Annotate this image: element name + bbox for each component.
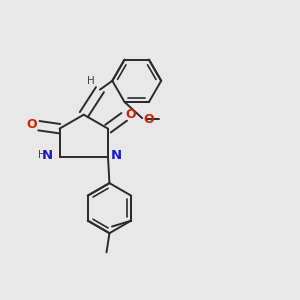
Text: O: O: [143, 113, 154, 126]
Text: O: O: [125, 108, 136, 121]
Text: O: O: [26, 118, 37, 131]
Text: H: H: [38, 150, 46, 160]
Text: H: H: [87, 76, 95, 86]
Text: N: N: [111, 149, 122, 162]
Text: N: N: [41, 149, 52, 162]
